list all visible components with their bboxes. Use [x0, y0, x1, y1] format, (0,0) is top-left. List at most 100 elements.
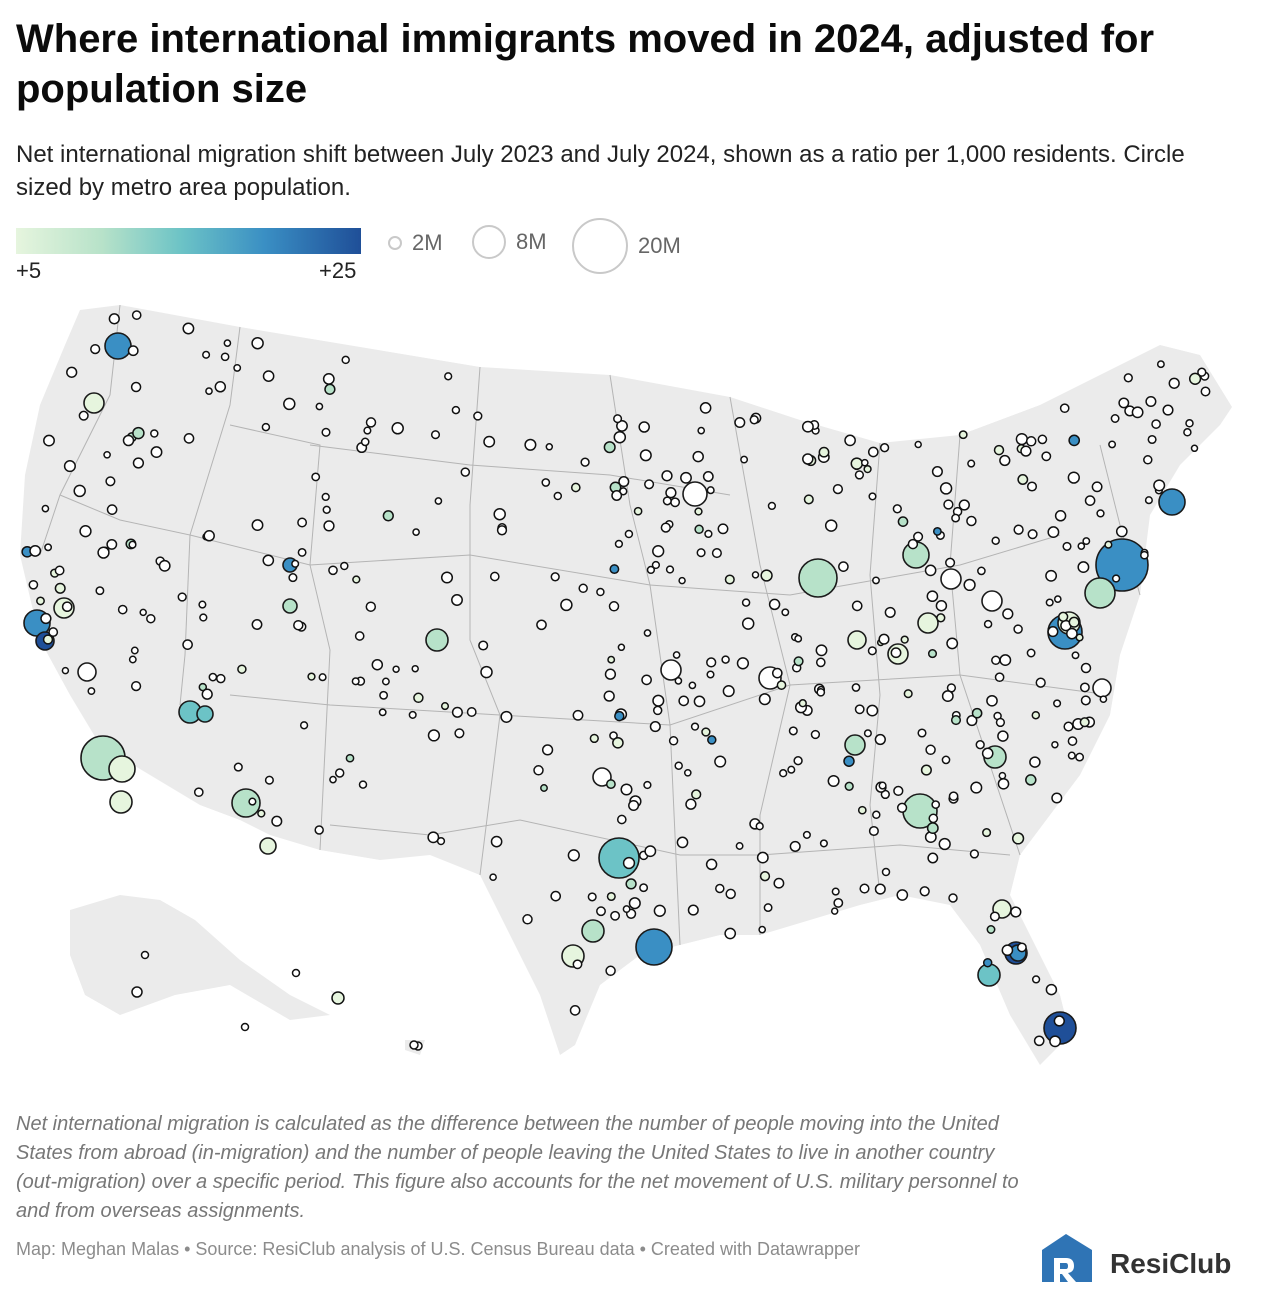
- metro-bubble: [1045, 598, 1054, 607]
- metro-bubble: [97, 546, 110, 559]
- metro-bubble: [130, 680, 142, 692]
- metro-bubble: [293, 619, 304, 631]
- metro-bubble: [354, 631, 365, 641]
- metro-bubble: [318, 673, 327, 682]
- metro-bubble: [66, 366, 78, 378]
- metro-bubble: [943, 499, 954, 510]
- metro-bubble: [851, 600, 863, 612]
- metro-bubble: [42, 634, 54, 645]
- metro-bubble: [198, 600, 207, 609]
- metro-bubble: [991, 536, 1000, 545]
- metro-bubble: [702, 471, 714, 482]
- metro-bubble: [705, 858, 718, 871]
- metro-bubble: [763, 903, 773, 913]
- metro-bubble: [427, 831, 440, 844]
- border-central-tier: [189, 534, 1061, 596]
- metro-bubble: [199, 613, 208, 622]
- size-legend-medium: 8M: [472, 225, 547, 259]
- metro-bubble: [451, 706, 463, 718]
- metro-bubble: [87, 687, 96, 696]
- metro-bubble: [787, 765, 796, 774]
- metro-bubble: [130, 381, 142, 393]
- metro-bubble: [643, 629, 652, 637]
- metro-bubble: [1045, 983, 1058, 996]
- metro-bubble: [1185, 419, 1194, 428]
- metro-bubble: [1015, 432, 1028, 446]
- metro-bubble: [28, 579, 39, 590]
- metro-bubble: [639, 883, 649, 893]
- metro-bubble: [620, 783, 633, 796]
- metro-bubble: [694, 507, 703, 516]
- metro-bubble: [408, 710, 417, 719]
- metro-bubble: [939, 482, 953, 495]
- metro-bubble: [1075, 752, 1085, 762]
- metro-bubble: [182, 322, 195, 335]
- metro-bubble: [868, 825, 879, 837]
- metro-bubble: [371, 658, 384, 671]
- metro-bubble: [1011, 832, 1025, 845]
- metro-bubble: [271, 815, 283, 827]
- size-legend-small-label: 2M: [412, 230, 443, 255]
- metro-bubble: [1145, 395, 1157, 408]
- metro-bubble: [986, 694, 998, 707]
- metro-bubble: [483, 435, 496, 448]
- metro-bubble: [603, 690, 615, 702]
- metro-bubble: [920, 764, 932, 776]
- metro-bubble-large: [282, 598, 298, 614]
- metro-bubble: [1053, 699, 1062, 708]
- metro-bubble: [674, 677, 683, 685]
- metro-bubble: [132, 426, 145, 440]
- size-legend-medium-circle: [472, 225, 506, 259]
- metro-bubble: [986, 925, 996, 934]
- metro-bubble: [1049, 1035, 1062, 1048]
- metro-bubble-large: [108, 755, 136, 783]
- metro-bubble: [321, 492, 330, 502]
- metro-bubble: [997, 777, 1010, 790]
- metro-bubble: [866, 704, 879, 717]
- metro-bubble: [793, 756, 803, 766]
- metro-bubble: [917, 728, 927, 738]
- metro-bubble: [444, 372, 453, 381]
- metro-bubble: [1143, 455, 1153, 465]
- metro-bubble: [411, 664, 419, 673]
- metro-bubble: [451, 594, 463, 606]
- resiclub-logo-mark: [1042, 1234, 1092, 1282]
- metro-bubble: [569, 1005, 581, 1016]
- metro-bubble: [872, 576, 880, 585]
- metro-bubble: [1016, 942, 1027, 953]
- metro-bubble: [1099, 695, 1108, 704]
- metro-bubble: [365, 601, 377, 612]
- metro-bubble: [1017, 474, 1029, 485]
- metro-bubble: [860, 458, 869, 467]
- metro-bubble: [1067, 751, 1076, 760]
- metro-bubble: [687, 904, 699, 916]
- metro-bubble: [297, 517, 308, 528]
- metro-bubble: [596, 906, 606, 917]
- metro-bubble: [951, 513, 961, 523]
- metro-bubble: [900, 635, 909, 644]
- metro-bubble: [653, 904, 666, 917]
- metro-bubble: [680, 471, 692, 484]
- metro-bubble: [1118, 397, 1130, 409]
- metro-bubble: [580, 457, 590, 467]
- metro-bubble: [616, 419, 628, 432]
- metro-bubble: [1156, 360, 1165, 369]
- metro-bubble-large: [682, 481, 708, 507]
- metro-bubble: [341, 355, 350, 365]
- metro-bubble: [798, 699, 807, 708]
- metro-bubble: [122, 434, 135, 447]
- metro-bubble: [665, 565, 675, 574]
- metro-bubble: [966, 515, 977, 527]
- metro-bubble: [412, 528, 420, 536]
- metro-bubble: [815, 657, 826, 668]
- metro-bubble: [1188, 372, 1202, 385]
- metro-bubble: [971, 707, 983, 719]
- metro-bubble: [950, 715, 962, 726]
- metro-bubble: [36, 596, 45, 606]
- metro-bubble: [340, 561, 349, 571]
- metro-bubble: [715, 883, 725, 894]
- metro-bubble: [1075, 633, 1084, 642]
- metro-bubble: [1190, 444, 1199, 453]
- metro-bubble: [639, 449, 652, 462]
- metro-bubble: [473, 411, 483, 421]
